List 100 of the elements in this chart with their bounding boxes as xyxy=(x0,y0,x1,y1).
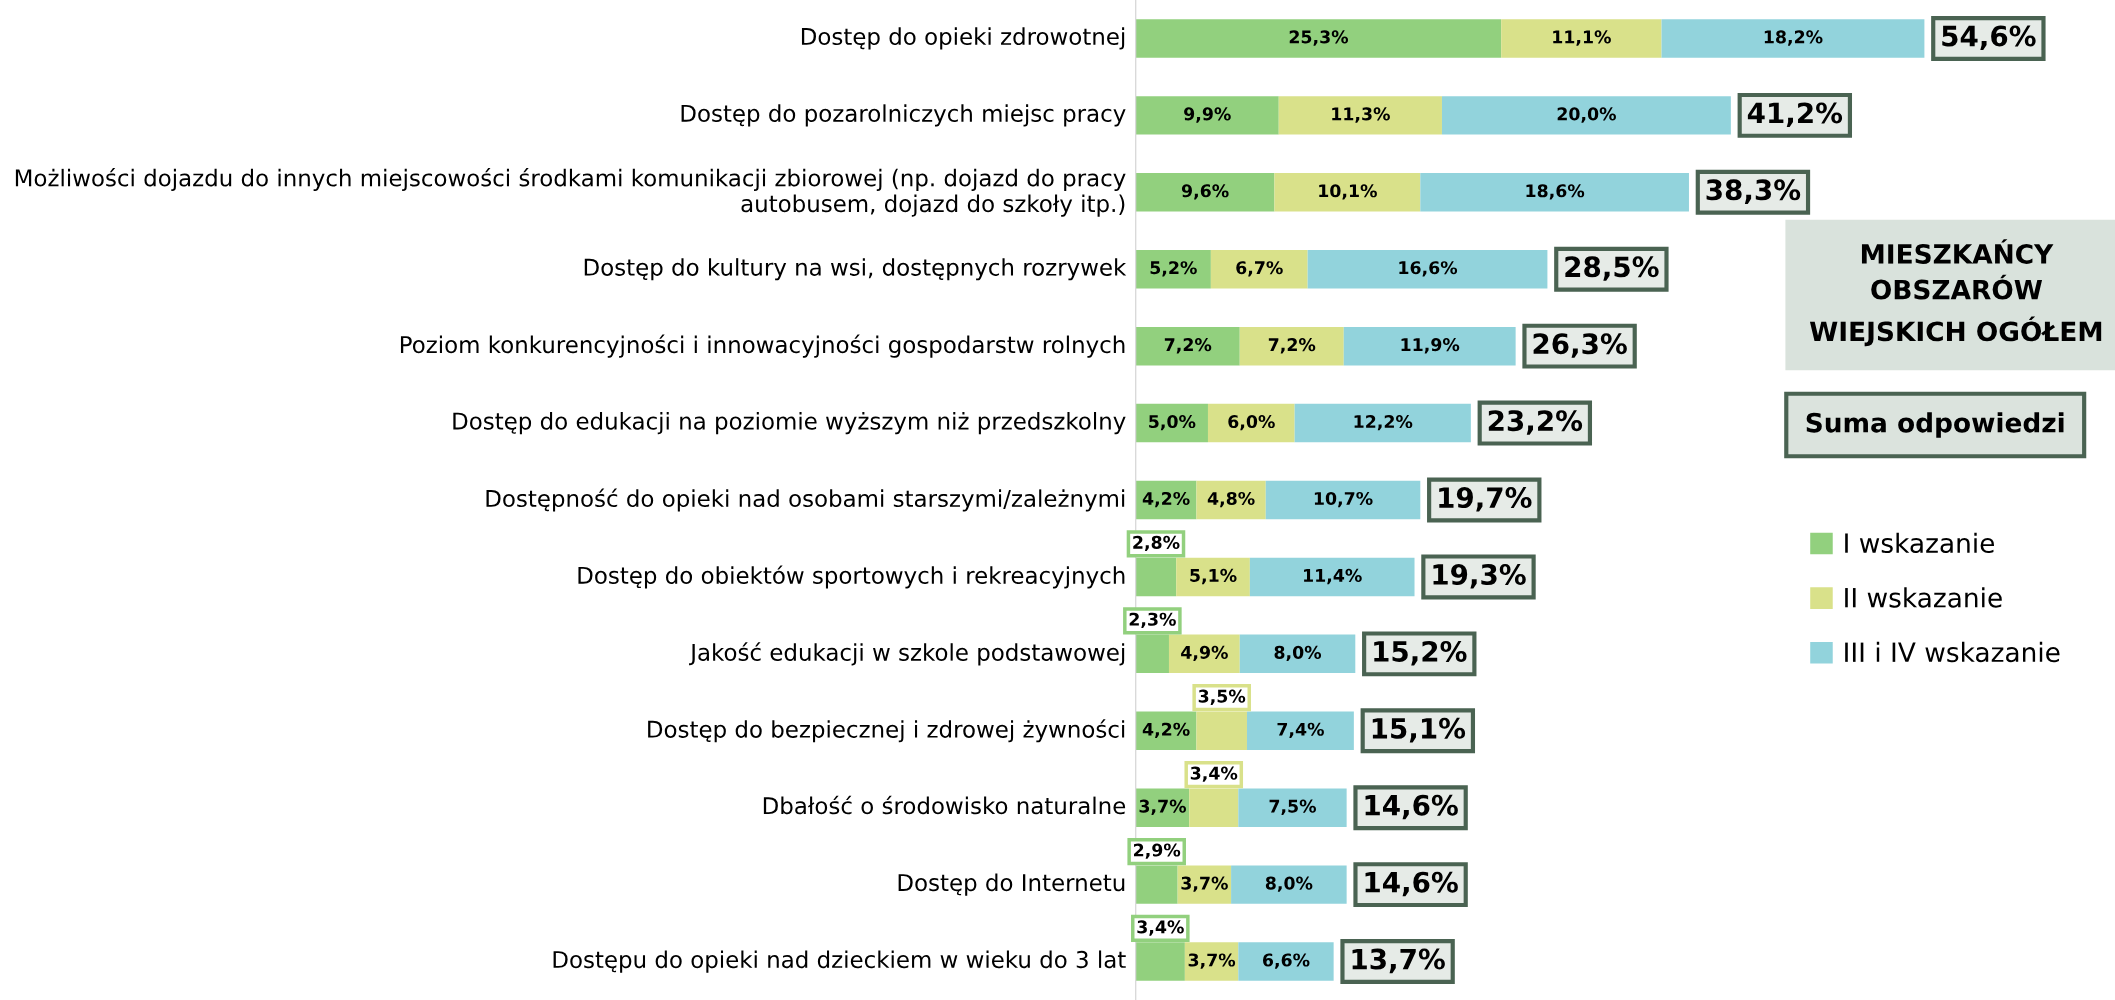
data-label: 18,6% xyxy=(1526,184,1585,200)
total-label: 38,3% xyxy=(1706,179,1801,204)
bar xyxy=(1246,711,1354,750)
bar xyxy=(1238,788,1347,827)
data-label: 5,2% xyxy=(1150,261,1197,277)
data-label: 7,4% xyxy=(1277,722,1324,739)
total-label: 14,6% xyxy=(1365,871,1458,897)
total-label: 26,3% xyxy=(1533,333,1627,358)
bar xyxy=(1238,942,1334,981)
bar xyxy=(1239,634,1356,674)
data-label: 12,2% xyxy=(1354,414,1413,431)
bar xyxy=(1307,250,1548,289)
y-tick-label: Dostępność do opieki nad osobami starszymi/zależnymi xyxy=(486,488,1125,512)
bar xyxy=(1441,96,1731,135)
legend-label: I wskazanie xyxy=(1845,532,1994,554)
data-label: 11,1% xyxy=(1553,30,1611,46)
total-label: 15,1% xyxy=(1372,717,1466,743)
data-label: 3,7% xyxy=(1181,876,1228,892)
annotation: Suma odpowiedzi xyxy=(1806,412,2064,438)
data-label: 6,6% xyxy=(1262,953,1310,969)
bar xyxy=(1501,19,1662,58)
bar xyxy=(1239,326,1344,366)
data-label: 3,7% xyxy=(1139,799,1186,815)
y-tick-label: Dostęp do opieki zdrowotnej xyxy=(801,27,1125,50)
bar xyxy=(1274,173,1421,212)
bar xyxy=(1135,19,1502,58)
bar xyxy=(1207,403,1295,443)
y-tick-label: Dbałość o środowisko naturalne xyxy=(763,795,1126,815)
data-label: 3,4% xyxy=(1137,920,1184,936)
data-label: 11,3% xyxy=(1332,107,1390,123)
data-label: 2,9% xyxy=(1134,843,1181,859)
data-label: 6,7% xyxy=(1236,261,1283,277)
data-label: 8,0% xyxy=(1274,645,1322,662)
data-label: 6,0% xyxy=(1228,414,1275,431)
data-label: 3,7% xyxy=(1188,953,1236,969)
total-label: 19,3% xyxy=(1433,563,1526,589)
data-label: 2,8% xyxy=(1133,535,1180,552)
bar xyxy=(1135,250,1211,289)
data-label: 11,9% xyxy=(1401,338,1460,354)
total-label: 15,2% xyxy=(1374,640,1467,666)
data-label: 9,6% xyxy=(1181,184,1229,200)
data-label: 11,4% xyxy=(1304,568,1362,585)
data-label: 10,1% xyxy=(1319,184,1377,200)
bar xyxy=(1265,480,1421,520)
data-label: 4,9% xyxy=(1181,645,1228,662)
bar xyxy=(1135,326,1240,366)
y-tick-label: Dostęp do kultury na wsi, dostępnych rozrywek xyxy=(584,258,1127,281)
total-label: 23,2% xyxy=(1488,410,1583,435)
data-label: 4,2% xyxy=(1142,491,1190,508)
data-label: 16,6% xyxy=(1399,261,1458,277)
legend-label: II wskazanie xyxy=(1845,587,2002,608)
total-label: 13,7% xyxy=(1352,948,1445,974)
total-label: 19,7% xyxy=(1439,487,1532,512)
bar xyxy=(1135,173,1275,212)
y-tick-label: Dostęp do pozarolniczych miejsc pracy xyxy=(681,104,1126,127)
data-label: 10,7% xyxy=(1314,491,1373,508)
bar xyxy=(1135,96,1279,135)
data-label: 9,9% xyxy=(1184,107,1231,123)
bar xyxy=(1168,634,1240,674)
total-label: 28,5% xyxy=(1565,256,1659,281)
y-tick-label: Dostęp do edukacji na poziomie wyższym niż przedszkolny xyxy=(453,411,1126,435)
bar xyxy=(1210,250,1308,289)
data-label: 7,2% xyxy=(1164,338,1212,354)
legend-label: III i IV wskazanie xyxy=(1845,641,2060,663)
bar xyxy=(1420,173,1689,212)
data-label: 25,3% xyxy=(1289,30,1349,46)
data-label: 7,2% xyxy=(1268,338,1316,354)
total-label: 41,2% xyxy=(1747,102,1843,127)
y-tick-label: Dostęp do Internetu xyxy=(898,873,1125,896)
total-label: 54,6% xyxy=(1942,25,2036,51)
data-label: 5,1% xyxy=(1190,568,1237,585)
bar xyxy=(1231,865,1347,904)
bar xyxy=(1177,865,1232,904)
bar xyxy=(1294,403,1471,443)
y-tick-label: Dostęp do bezpiecznej i zdrowej żywności xyxy=(648,719,1125,743)
y-tick-label: Dostępu do opieki nad dzieckiem w wieku do 3 lat xyxy=(553,950,1126,973)
text: MIESZKAŃCY OBSZARÓW WIEJSKICH OGÓŁEM xyxy=(1809,239,2102,347)
y-tick-label: Dostęp do obiektów sportowych i rekreacyjnych xyxy=(578,565,1125,589)
data-label: 3,5% xyxy=(1198,689,1246,705)
total-label: 14,6% xyxy=(1365,794,1458,820)
bar xyxy=(1661,19,1925,58)
bar xyxy=(1196,480,1266,520)
y-tick-label: Poziom konkurencyjności i innowacyjności gospodarstw rolnych xyxy=(400,334,1125,358)
data-label: 2,3% xyxy=(1129,612,1176,629)
data-label: 3,4% xyxy=(1190,766,1238,782)
bar xyxy=(1343,326,1516,366)
data-label: 7,5% xyxy=(1269,799,1316,815)
data-label: 5,0% xyxy=(1149,414,1196,431)
data-label: 4,8% xyxy=(1207,491,1255,508)
y-tick-label: Jakość edukacji w szkole podstawowej xyxy=(689,642,1125,666)
bar xyxy=(1135,788,1190,827)
data-label: 8,0% xyxy=(1265,876,1313,892)
data-label: 18,2% xyxy=(1764,30,1823,46)
bar xyxy=(1176,557,1250,597)
y-tick-label: Możliwości dojazdu do innych miejscowości środkami komunikacji zbiorowej (np. dojazd do pracy autobusem, dojazd do szkoły itp.) xyxy=(15,167,1126,217)
data-label: 4,2% xyxy=(1142,722,1190,739)
bar xyxy=(1184,942,1239,981)
bar xyxy=(1278,96,1442,135)
bar xyxy=(1249,557,1415,597)
data-label: 20,0% xyxy=(1557,107,1616,123)
